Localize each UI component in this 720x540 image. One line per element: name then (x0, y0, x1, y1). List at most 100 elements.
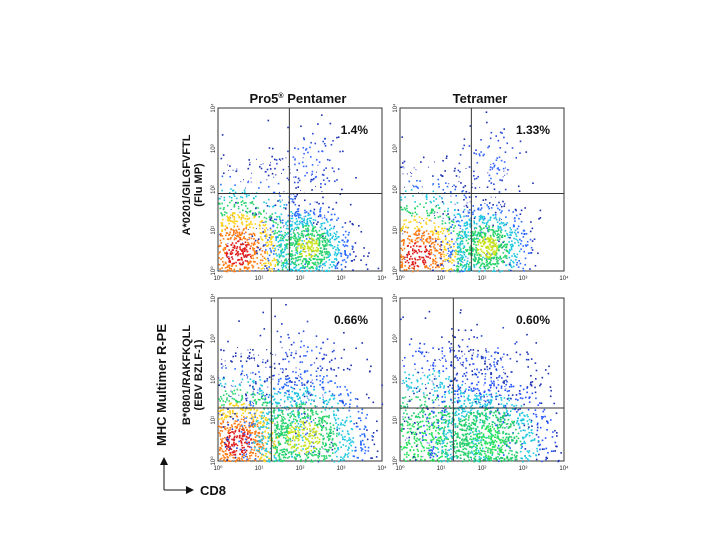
event-dot (223, 249, 225, 252)
event-dot (437, 204, 440, 206)
event-dot (218, 263, 221, 266)
event-dot (481, 240, 484, 243)
event-dot (343, 456, 346, 458)
event-dot (306, 219, 308, 221)
event-dot (281, 433, 283, 436)
event-dot (325, 248, 328, 250)
event-dot (408, 227, 410, 229)
event-dot (531, 249, 534, 251)
event-dot (491, 245, 494, 247)
event-dot (242, 229, 245, 231)
event-dot (241, 242, 243, 244)
event-dot (313, 250, 316, 252)
event-dot (265, 202, 268, 205)
event-dot (432, 184, 434, 186)
event-dot (282, 425, 285, 428)
event-dot (495, 242, 498, 245)
event-dot (493, 242, 495, 245)
event-dot (422, 256, 425, 259)
event-dot (484, 267, 487, 270)
event-dot (355, 449, 357, 452)
event-dot (490, 238, 493, 240)
event-dot (288, 336, 290, 339)
event-dot (288, 456, 290, 458)
event-dot (230, 214, 232, 216)
event-dot (230, 385, 232, 387)
event-dot (332, 227, 335, 230)
event-dot (261, 426, 264, 429)
event-dot (475, 177, 478, 180)
event-dot (495, 258, 498, 261)
event-dot (263, 229, 266, 231)
event-dot (251, 380, 254, 383)
event-dot (307, 409, 309, 411)
event-dot (511, 244, 514, 246)
event-dot (417, 229, 419, 232)
event-dot (267, 119, 270, 122)
event-dot (285, 384, 288, 387)
event-dot (446, 243, 449, 245)
event-dot (316, 424, 318, 427)
event-dot (220, 414, 223, 416)
event-dot (313, 399, 315, 402)
event-dot (297, 148, 300, 150)
event-dot (318, 438, 321, 441)
event-dot (325, 399, 328, 402)
event-dot (280, 237, 282, 239)
y-axis-title: MHC Multimer R-PE (154, 324, 169, 446)
event-dot (270, 244, 272, 246)
event-dot (491, 241, 494, 244)
event-dot (281, 428, 283, 431)
event-dot (410, 263, 413, 266)
event-dot (229, 460, 232, 463)
event-dot (314, 201, 316, 203)
event-dot (343, 259, 346, 261)
event-dot (309, 435, 311, 437)
event-dot (290, 455, 293, 458)
event-dot (335, 257, 338, 260)
event-dot (222, 441, 224, 444)
event-dot (461, 237, 464, 240)
event-dot (430, 210, 433, 212)
event-dot (219, 406, 221, 408)
event-dot (337, 417, 340, 420)
event-dot (240, 258, 243, 260)
event-dot (473, 265, 476, 267)
event-dot (341, 259, 344, 262)
event-dot (471, 248, 474, 251)
event-dot (230, 237, 232, 239)
event-dot (484, 198, 487, 201)
event-dot (331, 237, 333, 239)
event-dot (430, 251, 433, 254)
event-dot (524, 257, 527, 260)
event-dot (307, 218, 309, 220)
event-dot (462, 247, 465, 250)
event-dot (248, 237, 251, 239)
event-dot (312, 219, 315, 221)
event-dot (312, 211, 315, 214)
event-dot (235, 436, 238, 439)
event-dot (460, 230, 462, 232)
event-dot (523, 270, 525, 272)
event-dot (302, 420, 305, 423)
event-dot (315, 159, 318, 161)
event-dot (368, 397, 370, 399)
event-dot (435, 232, 438, 235)
event-dot (425, 255, 427, 257)
y-tick-label: 10³ (211, 144, 217, 153)
event-dot (284, 452, 287, 455)
event-dot (251, 247, 254, 249)
event-dot (321, 232, 324, 235)
event-dot (242, 261, 244, 263)
event-dot (453, 209, 456, 211)
event-dot (228, 218, 231, 220)
event-dot (233, 231, 235, 234)
event-dot (262, 412, 264, 414)
event-dot (291, 257, 293, 260)
event-dot (479, 154, 481, 157)
event-dot (463, 222, 466, 225)
event-dot (284, 244, 286, 247)
event-dot (225, 393, 228, 395)
event-dot (227, 430, 230, 433)
event-dot (448, 222, 451, 224)
